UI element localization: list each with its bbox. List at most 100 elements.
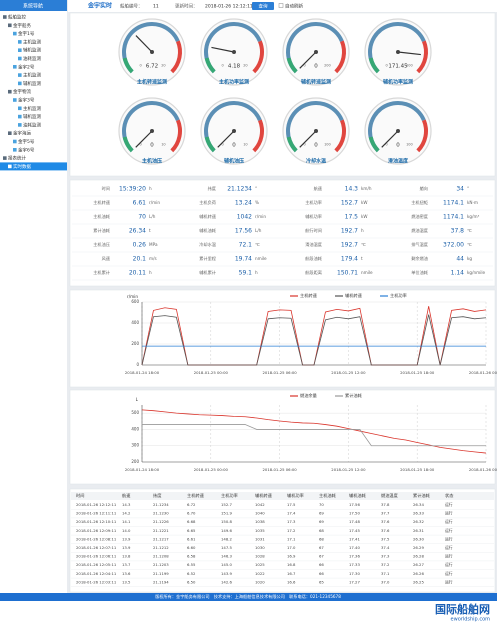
reading-unit: h — [361, 228, 364, 233]
gauge-hub — [150, 129, 154, 133]
gauge-min: 0 — [385, 63, 387, 67]
gauge-max: 100 — [324, 142, 331, 146]
nav-icon — [8, 164, 12, 169]
table-cell: 21.1221 — [153, 528, 169, 533]
reading-value: 37.8 — [451, 228, 465, 235]
gauge-band-high — [334, 119, 346, 153]
nav-item[interactable]: 金宇1号 — [18, 30, 35, 37]
table-header: 累计油耗 — [413, 492, 431, 499]
reading-value: 17.56 — [235, 228, 252, 235]
table-cell: 26.33 — [413, 511, 424, 516]
table-cell: 1038 — [255, 519, 265, 524]
nav-icon — [3, 156, 7, 160]
nav-icon — [18, 48, 22, 52]
nav-item[interactable]: 船舶监控 — [8, 14, 26, 21]
gauge-value: 0 — [314, 143, 318, 149]
table-cell: 6.58 — [187, 554, 196, 559]
nav-item[interactable]: 金宇5号 — [18, 138, 35, 145]
reading-label: 航速 — [314, 185, 323, 192]
table-panel — [69, 488, 496, 593]
table-cell: 14.3 — [122, 502, 131, 507]
table-cell: 16.6 — [287, 579, 296, 584]
nav-icon — [18, 106, 22, 111]
gauge-needle — [211, 46, 235, 53]
page-title: 金宇实时 — [87, 2, 112, 10]
gauge-band-low — [286, 57, 298, 74]
gauge-label: 主机油压 — [142, 158, 162, 165]
table-cell: 13.7 — [122, 562, 131, 567]
reading-label: 主机累计 — [93, 269, 110, 276]
x-tick-label: 2018-01-25 06:00 — [262, 370, 297, 375]
nav-icon — [13, 148, 17, 152]
reading-unit: kg/nmile — [467, 270, 486, 275]
gauge-needle — [135, 35, 153, 53]
reading-unit: ℃ — [467, 228, 472, 233]
table-cell: 17.2 — [287, 528, 296, 533]
gauge-label: 滑油温度 — [388, 158, 409, 165]
nav-item[interactable]: 金宇船务 — [13, 22, 31, 29]
query-button[interactable] — [252, 2, 274, 10]
nav-item[interactable]: 金宇6号 — [18, 146, 35, 153]
gauge-hub — [314, 50, 318, 54]
nav-icon — [8, 23, 12, 28]
nav-item[interactable]: 主机监测 — [23, 72, 41, 79]
nav-item[interactable]: 金宇3号 — [18, 97, 35, 104]
table-cell: 21.1230 — [153, 511, 169, 516]
table-cell: 26.27 — [413, 562, 424, 567]
reading-unit: % — [255, 200, 259, 205]
nav-item[interactable]: 主机监测 — [23, 38, 41, 45]
table-cell: 1042 — [255, 502, 265, 507]
nav-item[interactable]: 金宇2号 — [18, 63, 35, 70]
table-header: 主机油耗 — [319, 492, 337, 499]
table-cell: 2018-01-26 12:08:11 — [76, 536, 117, 541]
gauge-hub — [314, 129, 318, 133]
table-cell: 2018-01-26 12:11:11 — [76, 511, 117, 516]
nav-icon — [18, 123, 22, 127]
nav-item-active — [0, 162, 67, 171]
reading-unit: h — [255, 270, 258, 275]
legend-label: 主机功率 — [390, 292, 407, 299]
reading-value: 34 — [456, 186, 464, 193]
nav-item[interactable]: 主机监测 — [23, 105, 41, 112]
reading-unit: h — [149, 186, 152, 191]
nav-icon — [18, 56, 22, 61]
reading-unit: ° — [255, 186, 257, 191]
x-tick-label: 2018-01-25 12:00 — [331, 467, 366, 472]
table-cell: 145.0 — [221, 562, 232, 567]
gauge-band-low — [122, 57, 134, 74]
reading-value: 44 — [456, 256, 464, 263]
reading-label: 燃油密度 — [411, 213, 429, 220]
reading-label: 辅机功率 — [305, 213, 322, 220]
table-cell: 6.68 — [187, 519, 196, 524]
gauge-band-high — [252, 119, 264, 153]
gauge-value: 4.18 — [228, 64, 241, 70]
gauge-value: 0 — [150, 143, 154, 149]
nav-item[interactable]: 辅机监测 — [23, 47, 41, 54]
reading-unit: t — [149, 228, 151, 233]
y-tick-label: 500 — [131, 410, 139, 415]
reading-unit: r/min — [149, 200, 160, 205]
nav-item[interactable]: 辅机监测 — [23, 80, 41, 87]
gauge-value: 171.45 — [388, 64, 408, 70]
table-cell: 17.45 — [349, 528, 360, 533]
table-cell: 14.0 — [122, 528, 131, 533]
nav-item[interactable]: 金宇海运 — [13, 130, 31, 137]
nav-item[interactable]: 实时数据 — [13, 163, 31, 170]
table-cell: 6.60 — [187, 545, 196, 550]
table-cell: 21.1212 — [153, 545, 169, 550]
nav-item[interactable]: 油耗监测 — [23, 121, 41, 128]
table-cell: 17.27 — [349, 579, 360, 584]
nav-item[interactable]: 辅机监测 — [23, 113, 41, 120]
table-cell: 37.2 — [381, 562, 390, 567]
table-cell: 2018-01-26 12:04:11 — [76, 571, 117, 576]
nav-item[interactable]: 油耗监测 — [23, 55, 41, 62]
reading-unit: nmile — [255, 256, 267, 261]
table-cell: 6.52 — [187, 571, 196, 576]
nav-item[interactable]: 报表统计 — [8, 155, 26, 162]
checkbox[interactable] — [278, 3, 284, 8]
gauge-value: 0 — [314, 64, 318, 70]
reading-value: 17.5 — [345, 214, 359, 221]
nav-item[interactable]: 金宇物流 — [13, 88, 31, 95]
nav-icon — [8, 131, 12, 135]
table-cell: 142.6 — [221, 579, 232, 584]
